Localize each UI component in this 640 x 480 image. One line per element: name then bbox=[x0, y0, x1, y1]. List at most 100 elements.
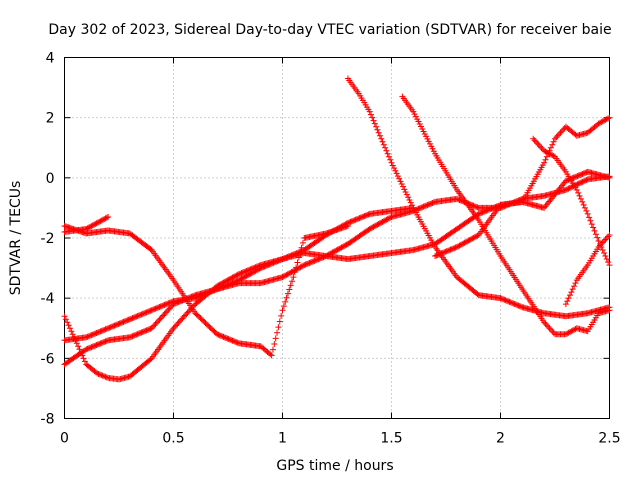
data-point bbox=[426, 201, 433, 208]
data-point bbox=[557, 129, 564, 136]
data-point bbox=[88, 332, 95, 339]
data-point bbox=[366, 225, 373, 232]
data-point bbox=[260, 264, 267, 271]
data-point bbox=[94, 341, 101, 348]
data-point bbox=[189, 304, 196, 311]
data-point bbox=[165, 300, 172, 307]
data-point bbox=[455, 243, 462, 250]
data-point bbox=[365, 211, 372, 218]
data-point bbox=[183, 295, 190, 302]
data-point bbox=[64, 319, 71, 326]
data-point bbox=[146, 326, 153, 333]
data-point bbox=[606, 173, 613, 180]
data-point bbox=[592, 231, 599, 238]
data-point bbox=[344, 219, 351, 226]
data-point bbox=[161, 311, 168, 318]
data-point bbox=[595, 238, 602, 245]
data-point bbox=[387, 156, 394, 163]
data-point bbox=[416, 205, 423, 212]
data-point bbox=[374, 221, 381, 228]
data-point bbox=[85, 345, 92, 352]
data-point bbox=[217, 332, 224, 339]
data-point bbox=[144, 326, 151, 333]
data-point bbox=[178, 316, 185, 323]
data-point bbox=[185, 294, 192, 301]
data-point bbox=[229, 274, 236, 281]
data-point bbox=[141, 328, 148, 335]
data-point bbox=[550, 329, 557, 336]
data-point bbox=[302, 261, 309, 268]
data-point bbox=[308, 258, 315, 265]
data-point bbox=[464, 238, 471, 245]
data-point bbox=[573, 186, 580, 193]
data-point bbox=[273, 258, 280, 265]
data-point bbox=[310, 258, 317, 265]
data-point bbox=[279, 274, 286, 281]
data-point bbox=[246, 271, 253, 278]
data-point bbox=[432, 253, 439, 260]
data-point bbox=[471, 203, 478, 210]
data-point bbox=[451, 245, 458, 252]
y-tick-label: -8 bbox=[41, 412, 55, 428]
data-point bbox=[461, 239, 468, 246]
data-point bbox=[506, 298, 513, 305]
data-point bbox=[247, 270, 254, 277]
data-point bbox=[342, 242, 349, 249]
data-point bbox=[581, 204, 588, 211]
data-point bbox=[94, 329, 101, 336]
data-point bbox=[359, 214, 366, 221]
data-point bbox=[272, 335, 279, 342]
data-point bbox=[296, 264, 303, 271]
data-point bbox=[184, 309, 191, 316]
data-point bbox=[409, 202, 416, 209]
data-point bbox=[95, 370, 102, 377]
data-point bbox=[142, 309, 149, 316]
data-point bbox=[139, 328, 146, 335]
data-point bbox=[564, 186, 571, 193]
data-point bbox=[343, 220, 350, 227]
data-point bbox=[571, 174, 578, 181]
data-point bbox=[129, 333, 136, 340]
data-point bbox=[573, 173, 580, 180]
data-point bbox=[269, 346, 276, 353]
data-point bbox=[371, 120, 378, 127]
data-point bbox=[323, 253, 330, 260]
data-point bbox=[292, 267, 299, 274]
data-point bbox=[596, 242, 603, 249]
y-tick-label: -4 bbox=[41, 291, 55, 307]
data-point bbox=[565, 295, 572, 302]
data-point bbox=[62, 316, 69, 323]
data-point bbox=[73, 340, 80, 347]
data-point bbox=[442, 248, 449, 255]
data-point bbox=[570, 174, 577, 181]
data-point bbox=[234, 271, 241, 278]
data-point bbox=[379, 138, 386, 145]
y-tick-labels: -8 -6 -4 -2 0 2 4 bbox=[41, 51, 55, 428]
data-point bbox=[173, 300, 180, 307]
data-point bbox=[88, 344, 95, 351]
data-point bbox=[303, 261, 310, 268]
data-point bbox=[543, 322, 550, 329]
y-axis-label: SDTVAR / TECUs bbox=[8, 181, 24, 296]
data-point bbox=[550, 138, 557, 145]
data-point bbox=[369, 224, 376, 231]
data-point bbox=[88, 223, 95, 230]
data-point bbox=[267, 351, 274, 358]
data-point bbox=[280, 303, 287, 310]
data-point bbox=[97, 328, 104, 335]
data-point bbox=[554, 132, 561, 139]
data-point bbox=[582, 177, 589, 184]
data-point bbox=[538, 144, 545, 151]
data-point bbox=[84, 345, 91, 352]
data-point bbox=[419, 204, 426, 211]
data-point bbox=[424, 202, 431, 209]
data-point bbox=[93, 330, 100, 337]
data-point bbox=[97, 218, 104, 225]
data-point bbox=[87, 344, 94, 351]
data-point bbox=[385, 153, 392, 160]
data-point bbox=[470, 234, 477, 241]
data-point bbox=[473, 233, 480, 240]
data-point bbox=[98, 339, 105, 346]
data-point bbox=[577, 195, 584, 202]
data-point bbox=[599, 247, 606, 254]
